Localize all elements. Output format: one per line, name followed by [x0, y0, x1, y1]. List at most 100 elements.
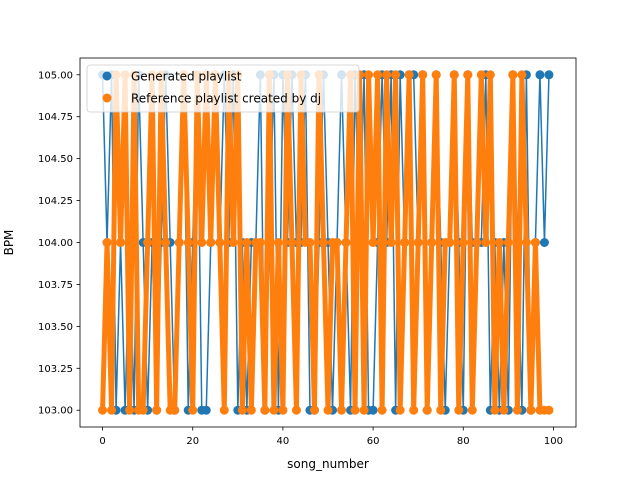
series-1-point — [246, 405, 256, 415]
series-1-point — [332, 238, 342, 247]
series-1-point — [494, 238, 504, 247]
series-1-point — [521, 238, 531, 247]
series-1-point — [170, 405, 180, 415]
series-0-point — [201, 405, 211, 415]
series-1-point — [386, 238, 396, 247]
series-1-point — [517, 70, 527, 80]
series-1-point — [445, 238, 455, 247]
legend-box — [86, 64, 360, 113]
series-1-point — [485, 70, 495, 80]
series-1-point — [526, 405, 536, 415]
series-1-point — [404, 70, 414, 80]
series-1-point — [481, 238, 491, 247]
legend-marker-reference — [102, 93, 112, 103]
x-tick-label: 60 — [367, 436, 380, 447]
series-1-point — [436, 405, 446, 415]
series-1-point — [269, 405, 279, 415]
series-1-point — [206, 238, 216, 247]
series-1-point — [508, 70, 518, 80]
legend-label-reference: Reference playlist created by dj — [131, 92, 321, 106]
series-1-point — [454, 405, 464, 415]
series-1-line — [100, 72, 552, 413]
series-1-point — [98, 405, 108, 415]
x-tick-label: 20 — [186, 436, 199, 447]
series-1-point — [215, 238, 225, 247]
series-1-point — [467, 405, 477, 415]
series-1-point — [512, 405, 522, 415]
series-1-point — [458, 238, 468, 247]
series-1-point — [463, 70, 473, 80]
series-1-point — [138, 405, 148, 415]
legend: Generated playlist Reference playlist cr… — [86, 64, 360, 113]
series-1-point — [449, 70, 459, 80]
series-1-point — [291, 405, 301, 415]
y-tick-label: 104.50 — [38, 154, 73, 165]
x-axis-label: song_number — [287, 457, 369, 471]
series-1-point — [323, 405, 333, 415]
y-tick-label: 105.00 — [38, 70, 73, 81]
series-1-point — [544, 405, 554, 415]
series-1-point — [400, 238, 410, 247]
series-1-point — [188, 405, 198, 415]
y-tick-label: 103.75 — [38, 280, 73, 291]
series-1-point — [318, 238, 328, 247]
series-1-point — [499, 405, 509, 415]
series-1-point — [242, 238, 252, 247]
series-1-point — [364, 70, 374, 80]
series-1-point — [418, 70, 428, 80]
series-0-point — [368, 405, 378, 415]
series-1-point — [305, 238, 315, 247]
series-1-point — [260, 405, 270, 415]
series-1-point — [161, 238, 171, 247]
series-0-point — [539, 238, 549, 247]
series-0-point — [535, 70, 545, 80]
series-1-point — [183, 238, 193, 247]
y-tick-label: 104.25 — [38, 196, 73, 207]
legend-label-generated: Generated playlist — [131, 70, 242, 84]
series-1-point — [368, 238, 378, 247]
series-1-point — [237, 405, 247, 415]
x-tick-label: 40 — [277, 436, 290, 447]
y-tick-label: 103.25 — [38, 364, 73, 375]
series-1-point — [287, 238, 297, 247]
series-1-point — [431, 70, 441, 80]
y-axis-label: BPM — [2, 230, 16, 256]
series-1-point — [476, 70, 486, 80]
series-1-point — [359, 405, 369, 415]
x-ticks: 0 20 40 60 80 100 — [99, 427, 563, 447]
series-1-point — [350, 405, 360, 415]
x-tick-label: 0 — [99, 436, 105, 447]
series-1-point — [116, 238, 126, 247]
y-tick-label: 104.75 — [38, 112, 73, 123]
series-1-point — [309, 405, 319, 415]
series-1-point — [174, 238, 184, 247]
series-1-point — [377, 405, 387, 415]
y-tick-label: 103.00 — [38, 406, 73, 417]
series-1-point — [341, 238, 351, 247]
series-1-point — [382, 70, 392, 80]
series-1-point — [409, 405, 419, 415]
series-1-point — [278, 405, 288, 415]
series-1-point — [152, 405, 162, 415]
series-1-point — [530, 238, 540, 247]
y-tick-label: 104.00 — [38, 238, 73, 249]
series-1-point — [107, 405, 117, 415]
series-1-point — [337, 405, 347, 415]
series-1-point — [125, 405, 135, 415]
y-tick-label: 103.50 — [38, 322, 73, 333]
series-1-point — [391, 70, 401, 80]
series-1-point — [503, 238, 513, 247]
series-1-point — [472, 238, 482, 247]
series-1-point — [255, 238, 265, 247]
series-1-point — [427, 238, 437, 247]
x-tick-label: 100 — [544, 436, 563, 447]
series-1-point — [413, 238, 423, 247]
x-tick-label: 80 — [457, 436, 470, 447]
series-1-point — [228, 238, 238, 247]
y-ticks: 103.00 103.25 103.50 103.75 104.00 104.25 104.… — [38, 70, 80, 417]
series-0-point — [544, 70, 554, 80]
series-1-point — [373, 70, 383, 80]
series-1-point — [490, 405, 500, 415]
series-layer — [98, 70, 554, 415]
series-1-point — [197, 238, 207, 247]
